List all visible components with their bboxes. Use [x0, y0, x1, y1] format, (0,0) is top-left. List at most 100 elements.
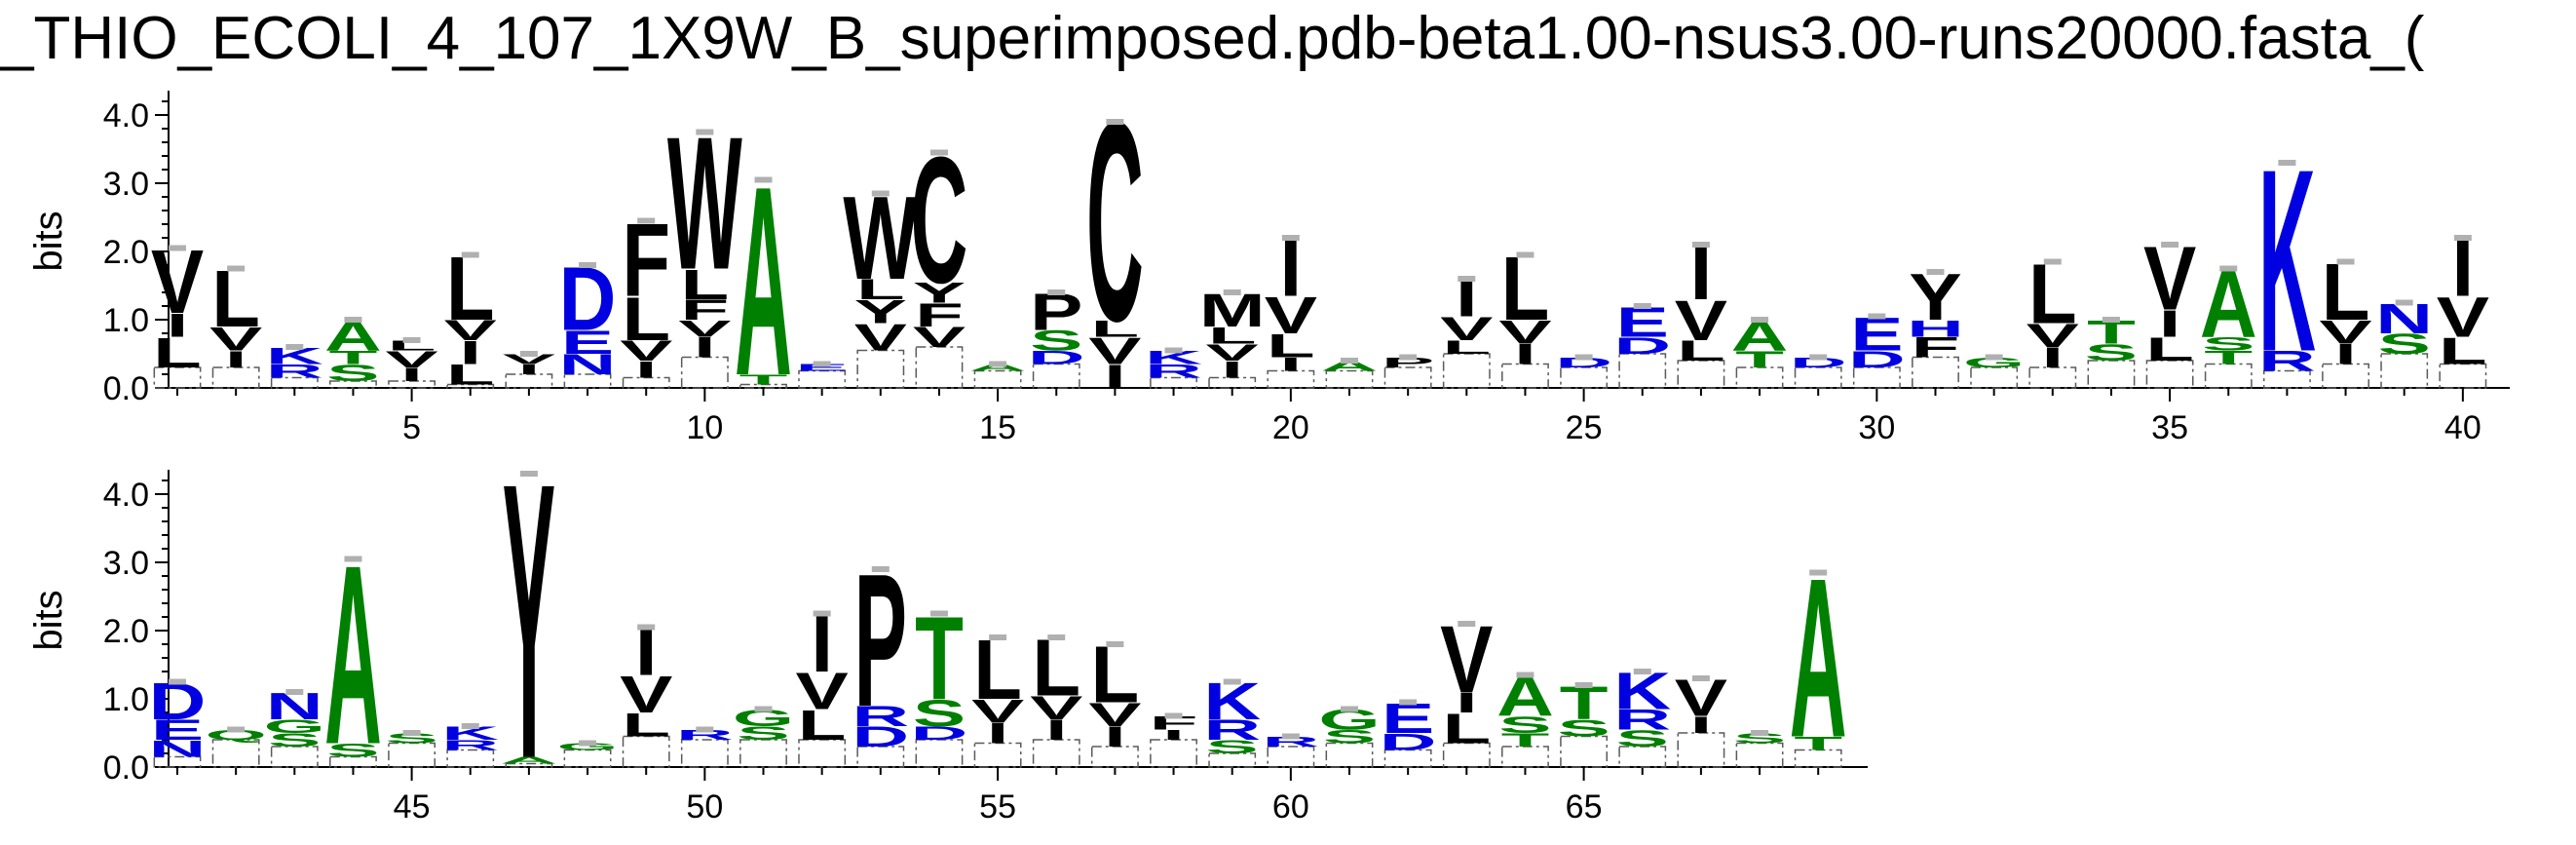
x-tick-label: 60	[1272, 788, 1309, 826]
residual-letters	[622, 735, 670, 768]
x-tick-label: 35	[2151, 409, 2188, 446]
error-bar	[1047, 289, 1066, 295]
logo-letter-s: S	[385, 731, 437, 747]
logo-letter-i: I	[518, 362, 541, 377]
residual-letters	[388, 742, 436, 768]
logo-letter-i: I	[1514, 338, 1536, 369]
logo-letter-l: L	[153, 328, 202, 376]
chart-title: _THIO_ECOLI_4_107_1X9W_B_superimposed.pd…	[0, 5, 2425, 72]
error-bar	[285, 344, 304, 350]
residual-letters	[505, 762, 553, 768]
logo-letter-i: I	[1045, 714, 1068, 746]
logo-letter-e: E	[561, 325, 614, 362]
y-tick-label: 2.0	[103, 613, 149, 650]
logo-letter-k: K	[2258, 114, 2316, 405]
residual-letters	[211, 739, 260, 768]
error-bar	[1341, 358, 1358, 364]
logo-letter-v: V	[444, 315, 498, 346]
error-bar	[1223, 678, 1241, 685]
logo-letter-q: Q	[206, 727, 267, 743]
logo-letter-v: V	[1088, 697, 1142, 734]
logo-letter-v: V	[2437, 287, 2489, 350]
error-bar	[227, 726, 246, 733]
logo-letter-l: L	[2145, 331, 2194, 368]
error-bar	[169, 245, 186, 251]
error-bar	[989, 361, 1007, 367]
logo-letter-v: V	[1440, 311, 1494, 348]
residual-letters	[1618, 746, 1667, 768]
error-bar	[1516, 672, 1534, 678]
error-bar	[1223, 289, 1241, 295]
logo-letter-d: D	[1613, 332, 1671, 359]
logo-letter-a: A	[735, 131, 792, 432]
logo-letter-f: F	[915, 297, 964, 334]
logo-letter-i: I	[1456, 269, 1478, 327]
logo-letter-h: H	[1907, 316, 1964, 342]
logo-letter-r: R	[266, 361, 323, 382]
logo-letter-t: T	[329, 347, 378, 368]
logo-letter-l: L	[1208, 323, 1257, 349]
logo-letter-v: V	[796, 662, 849, 720]
error-bar	[871, 566, 890, 572]
error-bar	[1281, 235, 1300, 241]
error-bar	[2043, 258, 2062, 265]
error-bar	[169, 678, 186, 685]
residual-letters	[680, 356, 729, 389]
error-bar	[579, 262, 597, 268]
error-bar	[696, 129, 714, 135]
residual-letters	[563, 749, 612, 768]
logo-letter-l: L	[1091, 316, 1140, 342]
error-bar	[2219, 265, 2238, 272]
logo-letter-f: F	[681, 294, 730, 326]
residual-letters	[2028, 366, 2077, 389]
error-bar	[1809, 354, 1828, 361]
residual-letters	[2145, 360, 2194, 389]
logo-letter-i: I	[1456, 687, 1478, 718]
residual-letters	[1794, 366, 1842, 389]
residual-letters	[1442, 742, 1491, 768]
error-bar	[1751, 730, 1769, 736]
logo-letter-t: T	[1501, 729, 1550, 750]
logo-letter-a: A	[501, 755, 558, 766]
logo-letter-a: A	[1321, 359, 1379, 374]
logo-letter-s: S	[2085, 339, 2138, 365]
residual-letters	[622, 376, 670, 389]
residual-letters	[1208, 376, 1257, 389]
logo-letter-l: L	[1267, 327, 1315, 365]
error-bar	[989, 634, 1007, 640]
logo-letter-v: V	[503, 352, 555, 367]
logo-letter-n: N	[149, 736, 207, 762]
error-bar	[1633, 669, 1651, 674]
error-bar	[227, 265, 246, 272]
logo-letter-i: I	[225, 346, 247, 372]
residual-letters	[973, 369, 1022, 389]
residual-letters	[1735, 742, 1784, 768]
logo-letter-v: V	[854, 316, 908, 359]
logo-letter-i: I	[1690, 231, 1713, 316]
y-tick-label: 4.0	[103, 477, 149, 514]
logo-letter-i: I	[811, 599, 833, 689]
logo-letter-t: T	[1735, 346, 1784, 372]
logo-letter-t: T	[2204, 347, 2253, 368]
error-bar	[344, 317, 362, 323]
logo-letter-v: V	[2319, 314, 2372, 351]
logo-letter-r: R	[2258, 345, 2316, 376]
error-bar	[402, 730, 421, 736]
logo-letter-s: S	[1616, 725, 1669, 751]
error-bar	[1926, 269, 1945, 275]
logo-letter-l: L	[680, 260, 729, 308]
y-tick-label: 1.0	[103, 302, 149, 339]
logo-letter-l: L	[1677, 335, 1725, 366]
error-bar	[1633, 303, 1651, 309]
residual-letters	[1383, 366, 1432, 389]
residual-letters	[1325, 369, 1374, 389]
logo-letter-a: A	[969, 363, 1027, 373]
logo-letter-s: S	[737, 722, 789, 744]
error-bar	[1047, 634, 1066, 640]
error-bar	[1516, 251, 1534, 258]
logo-letter-i: I	[635, 357, 658, 383]
residual-letters	[1560, 735, 1609, 768]
logo-letter-l: L	[622, 707, 670, 744]
residual-letters	[446, 749, 495, 768]
